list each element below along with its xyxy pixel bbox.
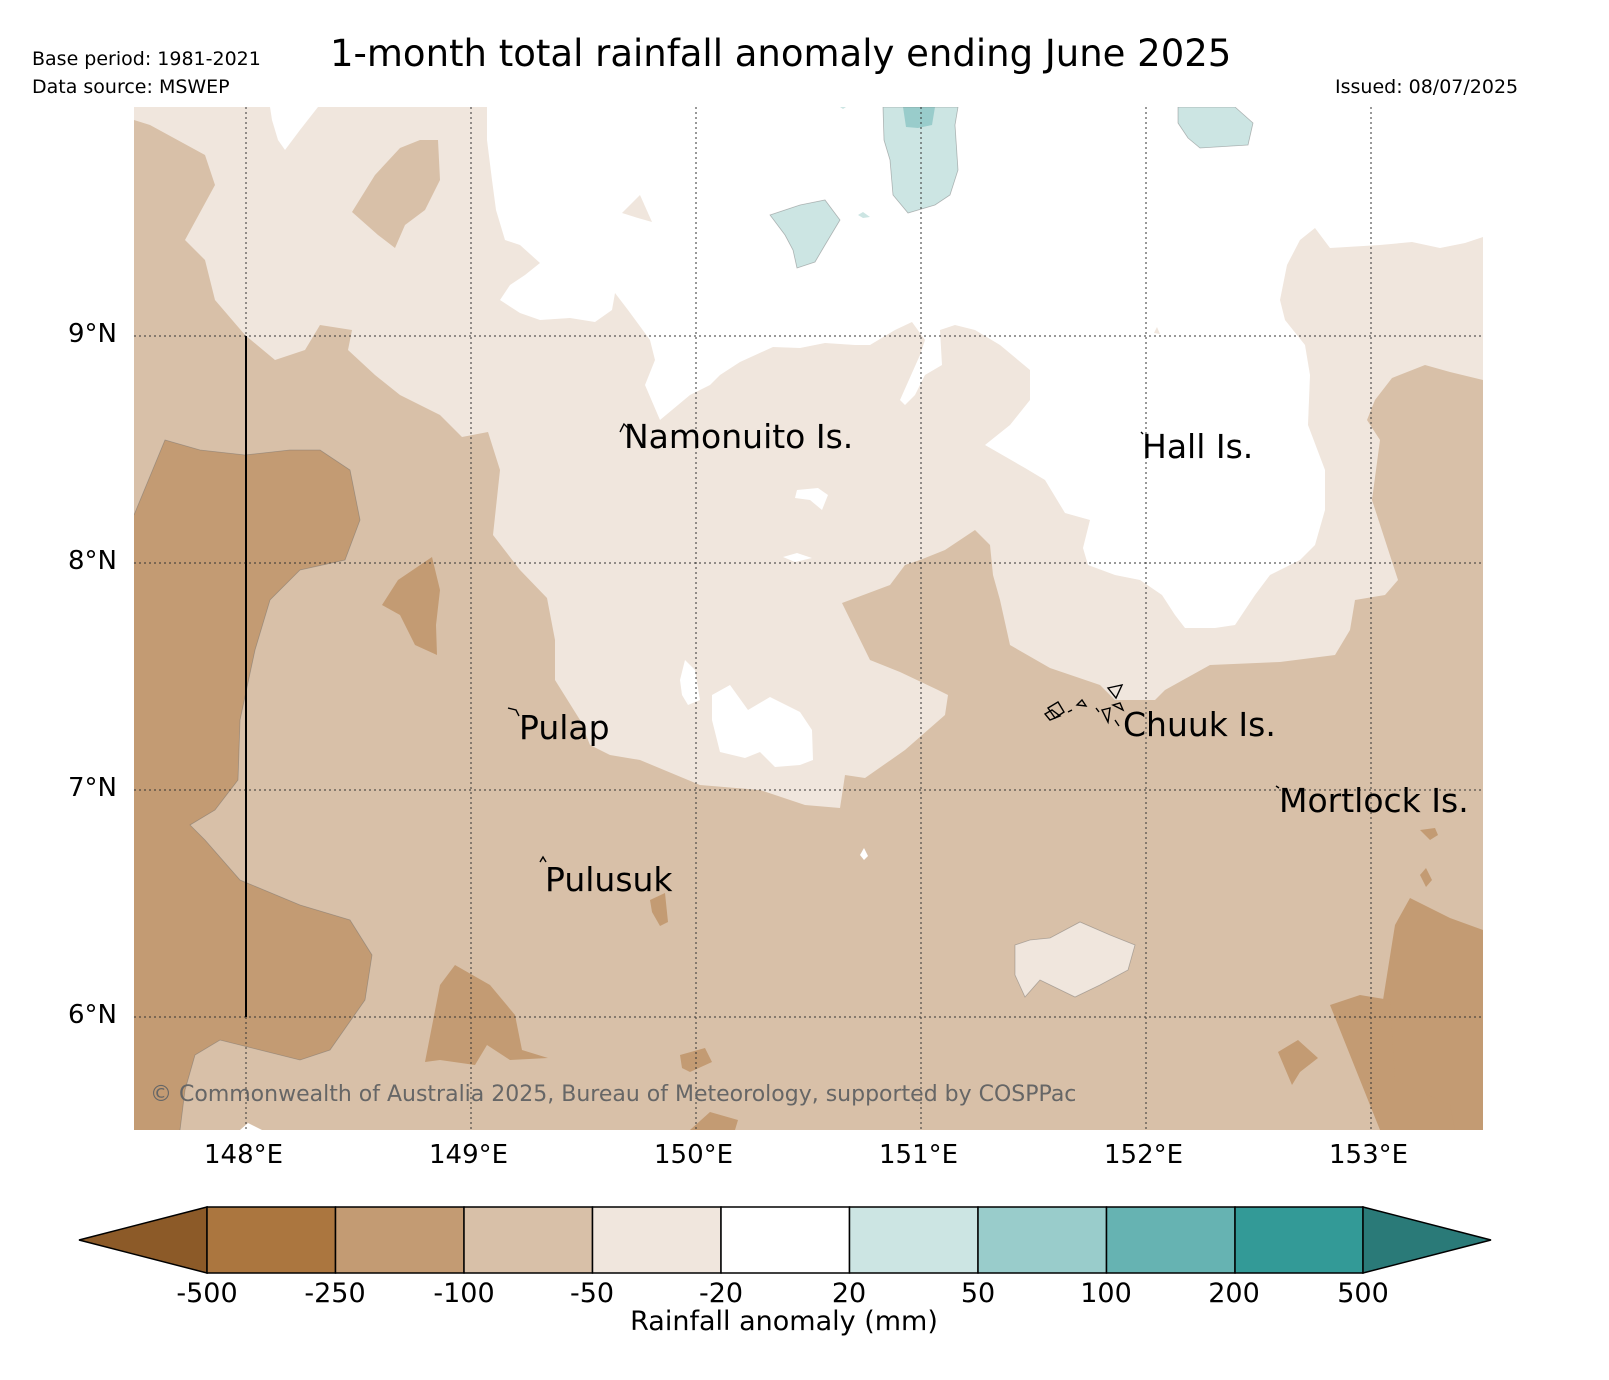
lon-label-151e: 151°E <box>879 1140 959 1170</box>
colorbar-tick: 50 <box>960 1278 996 1309</box>
colorbar-label: Rainfall anomaly (mm) <box>630 1306 938 1337</box>
colorbar-tick: -20 <box>698 1278 744 1309</box>
colorbar-tick: 200 <box>1208 1278 1260 1309</box>
data-source-text: Data source: MSWEP <box>32 76 230 98</box>
lat-label-8n: 8°N <box>68 546 117 576</box>
copyright-notice: © Commonwealth of Australia 2025, Bureau… <box>150 1082 1077 1107</box>
colorbar-tick: 500 <box>1337 1278 1389 1309</box>
colorbar-segment <box>463 1206 594 1274</box>
colorbar-tick: -100 <box>433 1278 495 1309</box>
lat-label-9n: 9°N <box>68 319 117 349</box>
colorbar-tick: 20 <box>831 1278 867 1309</box>
anomaly-band-minus250-minus100 <box>134 440 1483 1130</box>
place-label-namonuito: Namonuito Is. <box>624 417 854 456</box>
lon-label-153e: 153°E <box>1329 1140 1409 1170</box>
colorbar-segment <box>720 1206 851 1274</box>
colorbar-segment <box>591 1206 722 1274</box>
place-label-chuuk: Chuuk Is. <box>1123 705 1276 744</box>
colorbar-tick: 100 <box>1080 1278 1132 1309</box>
colorbar-tick: -500 <box>176 1278 238 1309</box>
lat-label-6n: 6°N <box>68 1000 117 1030</box>
colorbar-segment <box>977 1206 1108 1274</box>
colorbar-segment <box>1234 1206 1364 1274</box>
colorbar-extend-high <box>1362 1206 1492 1274</box>
lon-label-152e: 152°E <box>1104 1140 1184 1170</box>
anomaly-band-50-100 <box>903 107 935 128</box>
lon-label-149e: 149°E <box>429 1140 509 1170</box>
place-label-hall: Hall Is. <box>1142 427 1254 466</box>
colorbar-segment <box>848 1206 979 1274</box>
issued-date-text: Issued: 08/07/2025 <box>1335 76 1519 98</box>
anomaly-band-near-normal <box>240 107 1483 1130</box>
anomaly-band-20-50 <box>770 107 1253 268</box>
colorbar-segment <box>206 1206 337 1274</box>
colorbar-segment <box>334 1206 465 1274</box>
page-title: 1-month total rainfall anomaly ending Ju… <box>330 32 1232 75</box>
colorbar <box>78 1206 1492 1274</box>
colorbar-tick: -50 <box>569 1278 615 1309</box>
colorbar-tick: -250 <box>304 1278 366 1309</box>
place-label-pulusuk: Pulusuk <box>545 860 673 899</box>
place-label-mortlock: Mortlock Is. <box>1279 781 1469 820</box>
lon-label-148e: 148°E <box>204 1140 284 1170</box>
colorbar-segment <box>1105 1206 1236 1274</box>
lat-label-7n: 7°N <box>68 773 117 803</box>
colorbar-extend-low <box>78 1206 208 1274</box>
place-label-pulap: Pulap <box>519 708 610 747</box>
lon-label-150e: 150°E <box>654 1140 734 1170</box>
island-outlines <box>507 422 1280 863</box>
base-period-text: Base period: 1981-2021 <box>32 48 261 70</box>
